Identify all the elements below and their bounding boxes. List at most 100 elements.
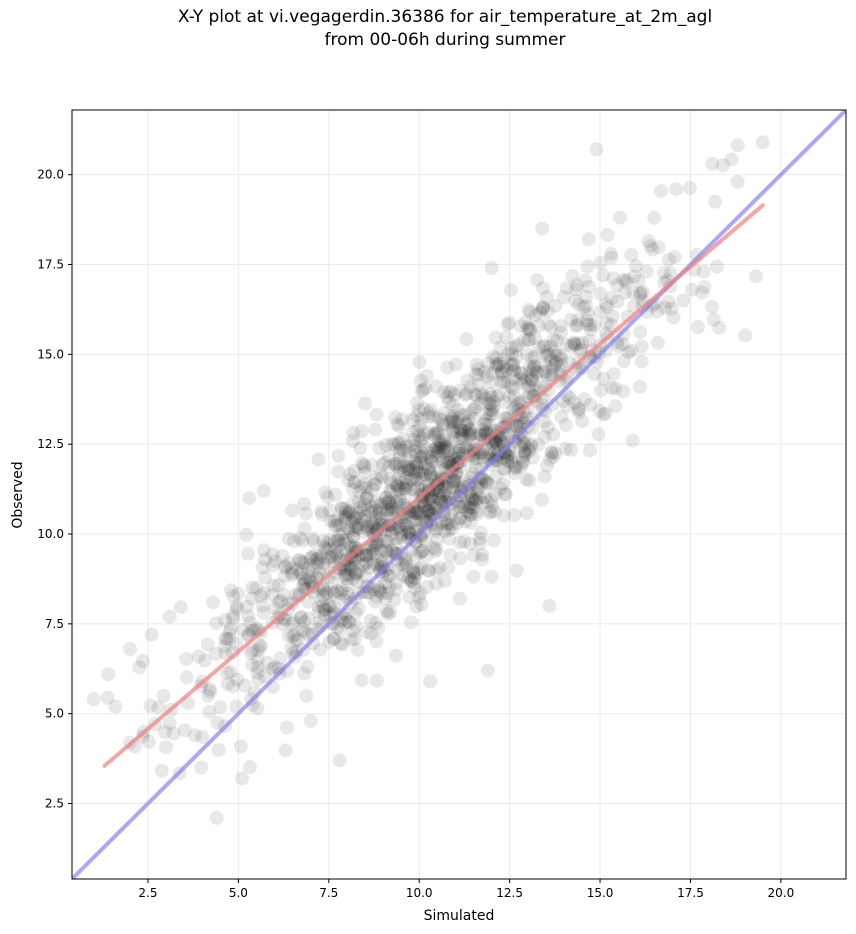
data-point: [504, 341, 519, 356]
data-point: [382, 459, 397, 474]
data-point: [426, 442, 441, 457]
data-point: [341, 473, 356, 488]
data-point: [432, 442, 447, 457]
data-point: [327, 534, 342, 549]
data-point: [389, 537, 403, 552]
data-point: [392, 464, 407, 479]
data-point: [517, 405, 532, 420]
data-point: [500, 426, 515, 441]
data-point: [636, 285, 651, 300]
data-point: [141, 734, 156, 749]
data-point: [429, 440, 443, 455]
data-point: [401, 451, 416, 466]
data-point: [226, 588, 241, 603]
data-point: [360, 522, 375, 537]
data-point: [346, 475, 361, 490]
data-point: [594, 383, 609, 398]
data-point: [372, 441, 387, 456]
data-point: [463, 501, 478, 516]
data-point: [293, 531, 308, 545]
data-point: [379, 543, 394, 558]
data-point: [516, 436, 531, 451]
data-point: [463, 536, 478, 551]
data-point: [402, 463, 417, 478]
data-point: [477, 490, 492, 505]
data-point: [389, 552, 404, 567]
data-point: [458, 440, 473, 455]
data-point: [339, 511, 353, 525]
data-point: [473, 428, 488, 443]
data-point: [369, 407, 384, 422]
data-point: [596, 371, 611, 386]
data-point: [384, 475, 399, 490]
data-point: [229, 599, 244, 614]
data-point: [443, 548, 458, 562]
data-point: [411, 465, 426, 480]
data-point: [536, 339, 551, 354]
data-point: [415, 464, 430, 479]
data-point: [423, 468, 438, 483]
x-tick-label: 15.0: [587, 886, 614, 900]
data-point: [413, 373, 428, 388]
data-point: [285, 565, 300, 580]
data-point: [344, 562, 359, 577]
data-point: [295, 622, 310, 637]
data-point: [440, 360, 455, 375]
data-point: [684, 282, 699, 297]
data-point: [459, 504, 474, 519]
data-point: [390, 482, 405, 497]
data-point: [464, 491, 479, 506]
data-point: [485, 457, 500, 472]
data-point: [487, 533, 501, 548]
data-point: [280, 720, 294, 735]
data-point: [436, 444, 451, 459]
data-point: [317, 607, 332, 622]
data-point: [256, 585, 271, 600]
data-point: [359, 555, 374, 570]
data-point: [439, 440, 454, 455]
data-point: [348, 618, 363, 633]
data-point: [304, 550, 319, 565]
data-point: [408, 506, 423, 521]
data-point: [268, 601, 283, 616]
data-point: [484, 492, 499, 507]
data-point: [294, 566, 309, 581]
data-point: [507, 461, 522, 476]
data-point: [361, 519, 376, 534]
data-point: [235, 622, 250, 637]
data-point: [416, 401, 431, 416]
data-point: [419, 503, 434, 518]
data-point: [410, 504, 425, 519]
data-point: [453, 383, 468, 398]
data-point: [452, 443, 467, 458]
data-point: [357, 477, 372, 492]
data-point: [479, 406, 494, 421]
data-point: [581, 279, 596, 294]
data-point: [194, 760, 209, 775]
data-point: [427, 473, 442, 488]
data-point: [633, 285, 648, 300]
data-point: [479, 474, 494, 489]
data-point: [476, 453, 491, 468]
data-point: [281, 628, 296, 643]
data-point: [572, 343, 587, 358]
data-point: [398, 555, 412, 569]
data-point: [615, 337, 630, 352]
data-point: [337, 615, 352, 630]
data-point: [440, 517, 455, 532]
data-point: [292, 553, 307, 568]
data-point: [450, 402, 465, 417]
data-point: [477, 364, 492, 379]
data-point: [474, 477, 489, 492]
data-point: [364, 514, 379, 529]
data-point: [350, 506, 365, 521]
data-point: [546, 449, 561, 464]
data-point: [501, 346, 516, 361]
data-point: [413, 506, 428, 521]
data-point: [162, 609, 177, 624]
y-axis-label: Observed: [10, 461, 26, 528]
data-point: [314, 504, 329, 519]
data-point: [544, 368, 559, 383]
data-point: [322, 634, 337, 649]
data-point: [346, 515, 360, 530]
